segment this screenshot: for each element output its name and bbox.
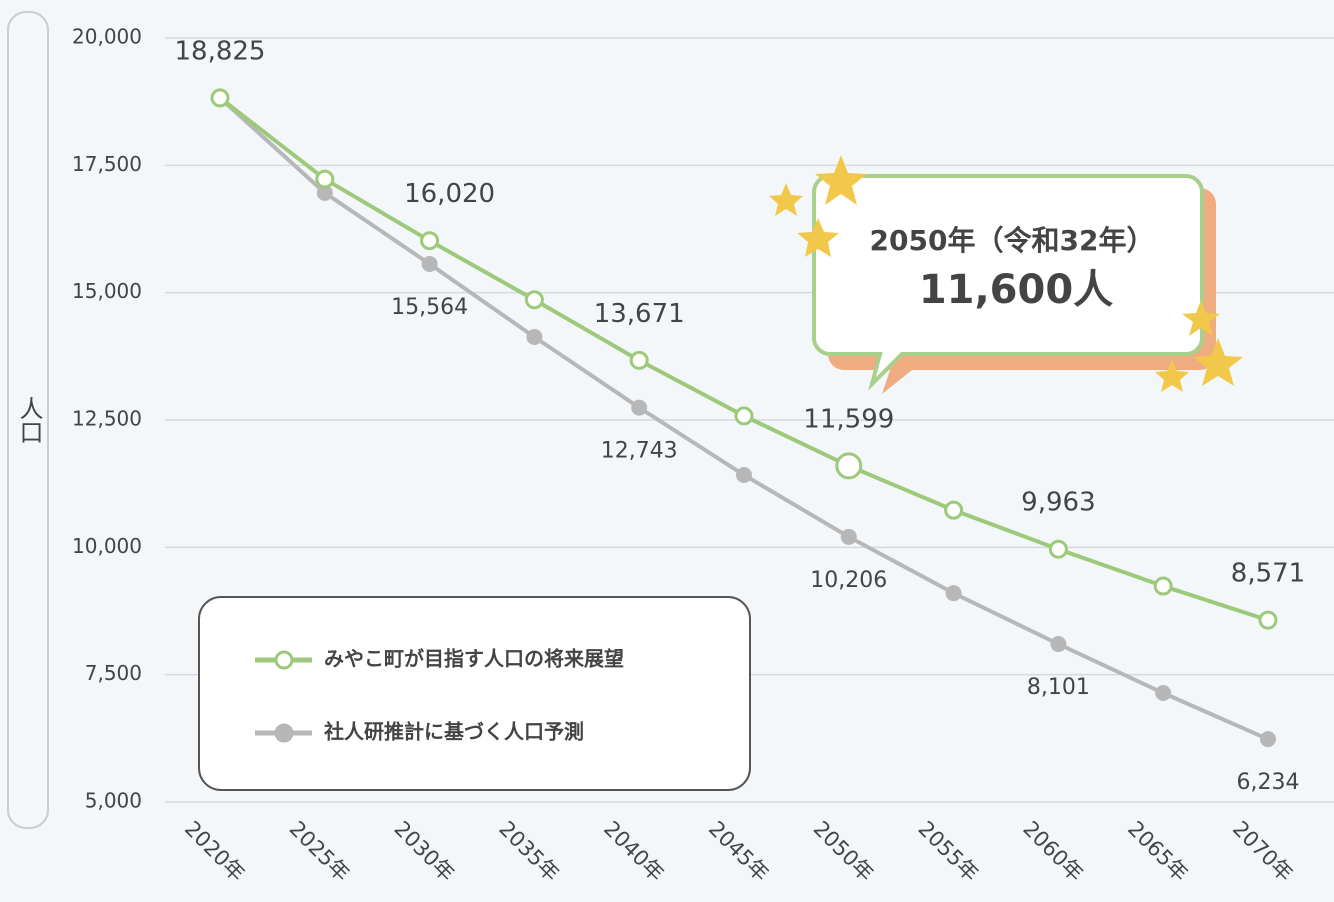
data-point	[422, 233, 438, 249]
y-tick-label: 5,000	[85, 789, 142, 813]
legend-marker	[276, 652, 292, 668]
data-point	[526, 329, 542, 345]
data-point	[1155, 685, 1171, 701]
data-label: 18,825	[175, 36, 266, 66]
data-point	[946, 502, 962, 518]
callout-title: 2050年（令和32年）	[870, 224, 1155, 257]
data-point	[841, 529, 857, 545]
data-point	[631, 352, 647, 368]
data-point	[526, 292, 542, 308]
data-label: 15,564	[391, 295, 468, 320]
y-tick-label: 7,500	[85, 661, 142, 685]
callout-value: 11,600人	[919, 267, 1113, 313]
data-label: 10,206	[810, 568, 887, 593]
y-tick-label: 10,000	[72, 534, 142, 558]
y-tick-label: 20,000	[72, 25, 142, 49]
y-tick-label: 17,500	[72, 152, 142, 176]
data-point	[317, 171, 333, 187]
data-point	[422, 256, 438, 272]
data-point	[631, 400, 647, 416]
data-point	[837, 454, 861, 478]
data-point	[212, 90, 228, 106]
data-point	[736, 408, 752, 424]
data-label: 11,599	[803, 404, 894, 434]
legend-label: みやこ町が目指す人口の将来展望	[324, 647, 624, 671]
data-label: 12,743	[601, 439, 678, 464]
y-axis-label: 人口	[15, 396, 43, 444]
data-point	[1050, 541, 1066, 557]
data-label: 13,671	[594, 299, 685, 329]
y-tick-label: 15,000	[72, 279, 142, 303]
data-point	[1260, 612, 1276, 628]
legend-box	[199, 597, 750, 790]
data-point	[1260, 731, 1276, 747]
data-label: 8,101	[1027, 675, 1090, 700]
legend-marker	[276, 725, 292, 741]
data-label: 8,571	[1231, 559, 1305, 589]
data-point	[1050, 636, 1066, 652]
legend-label: 社人研推計に基づく人口予測	[323, 720, 584, 744]
data-label: 6,234	[1237, 770, 1300, 795]
data-point	[946, 585, 962, 601]
data-point	[1155, 578, 1171, 594]
data-point	[736, 467, 752, 483]
data-label: 16,020	[404, 179, 495, 209]
y-tick-label: 12,500	[72, 407, 142, 431]
data-label: 9,963	[1021, 488, 1095, 518]
chart: 人口 5,000 7,500 10,000 12,500 15,000 17,500 20,…	[0, 0, 1334, 902]
